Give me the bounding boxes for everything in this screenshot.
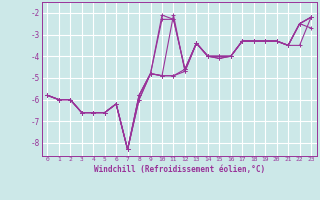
X-axis label: Windchill (Refroidissement éolien,°C): Windchill (Refroidissement éolien,°C) <box>94 165 265 174</box>
